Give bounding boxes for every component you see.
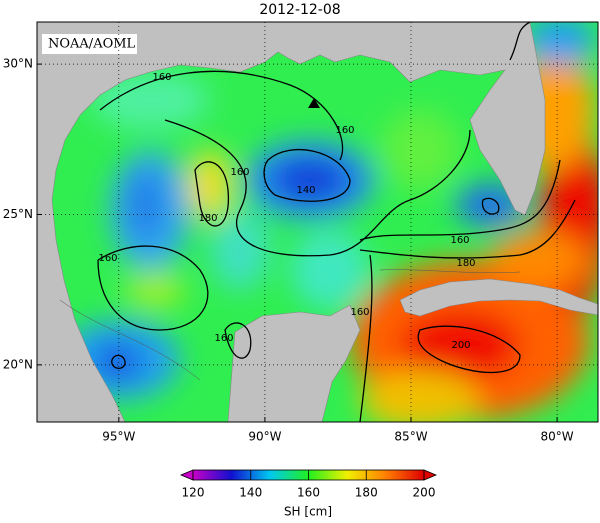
contour-label: 160	[350, 307, 369, 318]
station-marker	[308, 98, 320, 108]
land-cuba	[399, 278, 598, 317]
colorbar-tick-label: 160	[297, 486, 320, 500]
lon-tick-label: 85°W	[394, 430, 427, 444]
colorbar-extend-low	[179, 469, 194, 481]
colorbar-tick-label: 120	[182, 486, 205, 500]
contour-label: 160	[98, 253, 117, 264]
lon-tick-label: 90°W	[248, 430, 281, 444]
contour-label: 160	[450, 235, 469, 246]
colorbar-tick-label: 140	[239, 486, 262, 500]
colorbar: 120 140 160 180 200	[179, 469, 438, 500]
land-north-america	[37, 22, 546, 422]
contour-label: 200	[451, 340, 470, 351]
map-frame	[36, 21, 599, 423]
contour-label: 160	[230, 167, 249, 178]
source-box	[42, 34, 137, 54]
contour-label: 180	[198, 213, 217, 224]
contours: 160 160 160 140 180 160 180 160 160 160 200	[59, 22, 576, 422]
map-title: 2012-12-08	[259, 2, 340, 18]
colorbar-label: SH [cm]	[284, 505, 332, 519]
lon-tick-label: 80°W	[541, 430, 574, 444]
colorbar-extend-high	[423, 469, 438, 481]
lat-tick-label: 25°N	[3, 207, 33, 221]
land-yucatan	[227, 304, 361, 422]
contour-label: 180	[456, 258, 475, 269]
contour-label: 160	[152, 72, 171, 83]
contour-label: 140	[296, 185, 315, 196]
contour-label: 160	[214, 333, 233, 344]
sea-height-field: 160 160 160 140 180 160 180 160 160 160 200	[37, 22, 598, 422]
colorbar-tick-label: 180	[355, 486, 378, 500]
lat-tick-label: 30°N	[3, 57, 33, 71]
contour-label: 160	[335, 125, 354, 136]
source-label: NOAA/AOML	[48, 37, 136, 52]
lon-tick-label: 95°W	[102, 430, 135, 444]
colorbar-tick-label: 200	[413, 486, 436, 500]
lat-tick-label: 20°N	[3, 357, 33, 371]
